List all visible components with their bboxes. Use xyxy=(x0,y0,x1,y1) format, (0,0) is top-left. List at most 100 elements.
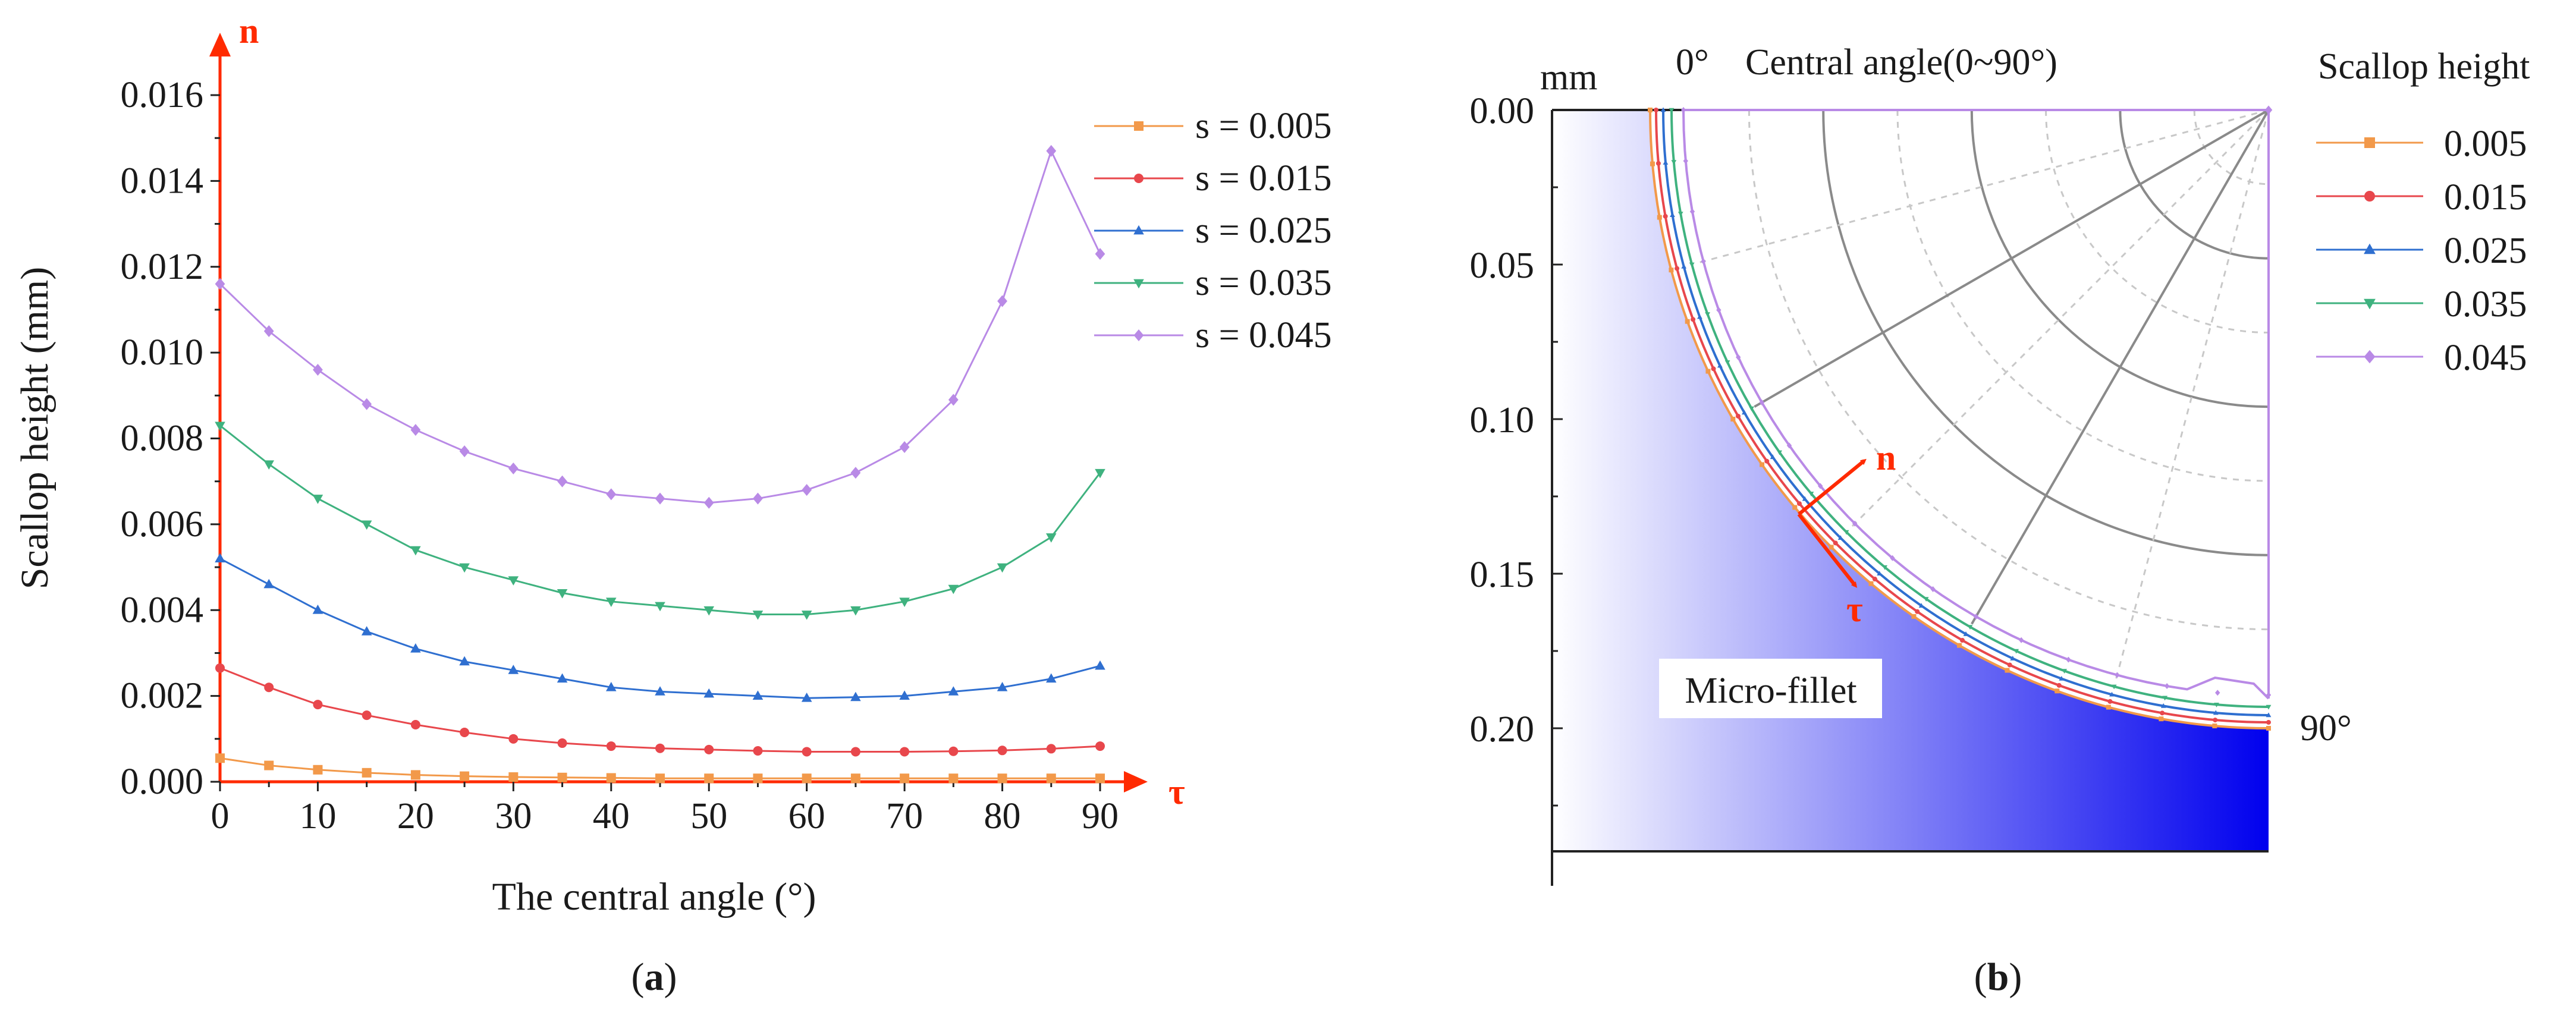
data-point xyxy=(1735,354,1741,360)
legend-label: s = 0.025 xyxy=(1195,210,1332,251)
panel-a-x-tick-label: 0 xyxy=(211,796,230,836)
legend-label: 0.035 xyxy=(2444,284,2527,325)
data-point xyxy=(2106,704,2111,710)
data-point xyxy=(2010,656,2016,660)
data-point xyxy=(1654,108,1658,112)
data-point xyxy=(1669,268,1674,273)
panel-b-n-label: n xyxy=(1876,438,1896,477)
data-point xyxy=(850,747,860,757)
data-point xyxy=(753,492,763,505)
data-point xyxy=(2266,720,2271,725)
data-point xyxy=(1792,505,1798,510)
data-point xyxy=(850,467,861,479)
polar-spoke xyxy=(1848,109,2270,531)
data-point xyxy=(1872,577,1877,582)
data-point xyxy=(460,771,470,781)
panel-a-tau-arrow-label: τ xyxy=(1168,772,1185,811)
panel-a-legend: s = 0.005 s = 0.015 s = 0.025 s = 0.035 s = … xyxy=(1094,106,1332,356)
legend-marker xyxy=(2364,350,2376,364)
data-point xyxy=(313,700,323,710)
data-point xyxy=(2266,704,2272,710)
data-point xyxy=(1877,571,1883,576)
panel-a-x-tick-label: 10 xyxy=(299,796,336,836)
data-point xyxy=(508,463,519,475)
legend-marker xyxy=(1134,121,1144,131)
legend-item-s045: 0.045 xyxy=(2316,338,2527,378)
data-point xyxy=(263,578,275,589)
panel-a-x-axis-arrowhead xyxy=(1124,771,1148,792)
data-point xyxy=(1843,530,1849,535)
panel-a-series xyxy=(215,144,1105,784)
data-point xyxy=(606,488,617,501)
panel-b-series xyxy=(1648,105,2273,731)
data-point xyxy=(802,484,812,496)
polar-series-s035 xyxy=(1669,108,2272,710)
panel-b-top-title: Central angle(0~90°) xyxy=(1745,42,2057,83)
legend-label: s = 0.035 xyxy=(1195,263,1332,303)
data-point xyxy=(508,772,519,782)
data-point xyxy=(1829,545,1834,550)
data-point xyxy=(1045,533,1057,543)
data-point xyxy=(557,772,567,782)
data-point xyxy=(1697,314,1702,319)
data-point xyxy=(1808,492,1814,496)
data-point xyxy=(1882,565,1888,570)
data-point xyxy=(1669,108,1675,113)
data-point xyxy=(508,665,519,674)
panel-b-unit-label: mm xyxy=(1540,57,1597,97)
panel-a-x-tick-label: 60 xyxy=(788,796,825,836)
polar-series-s005 xyxy=(1648,108,2271,731)
data-point xyxy=(263,460,275,470)
data-point xyxy=(1705,312,1710,317)
series-path xyxy=(1682,109,2270,700)
panel-a-y-tick-label: 0.004 xyxy=(121,590,204,630)
polar-series-s015 xyxy=(1654,108,2271,725)
data-point xyxy=(1833,540,1838,546)
panel-a-y-tick-label: 0.014 xyxy=(121,161,204,201)
polar-series-s045 xyxy=(1680,105,2273,700)
data-point xyxy=(264,760,274,770)
data-point xyxy=(948,773,959,784)
data-point xyxy=(1735,414,1741,419)
data-point xyxy=(605,681,617,691)
panel-b-angle-start-label: 0° xyxy=(1676,42,1709,83)
panel-b-label: (b) xyxy=(1974,955,2022,999)
polar-series-s025 xyxy=(1660,107,2272,718)
data-point xyxy=(900,747,910,757)
data-point xyxy=(801,611,812,620)
panel-a-x-tick-label: 50 xyxy=(690,796,727,836)
panel-b-y-tick-label: 0.00 xyxy=(1470,91,1535,131)
data-point xyxy=(2214,702,2219,707)
data-point xyxy=(997,681,1008,691)
data-point xyxy=(1650,161,1655,166)
data-point xyxy=(1749,406,1754,411)
panel-a-label: (a) xyxy=(632,955,677,999)
data-point xyxy=(605,597,617,608)
panel-b-legend-title: Scallop height xyxy=(2318,46,2530,87)
data-point xyxy=(948,584,959,594)
data-point xyxy=(1095,773,1105,784)
data-point xyxy=(900,773,910,784)
data-point xyxy=(1675,266,1680,271)
data-point xyxy=(1716,307,1721,313)
panel-a-y-tick-label: 0.008 xyxy=(121,419,204,459)
data-point xyxy=(2018,637,2024,643)
data-point xyxy=(1802,496,1808,501)
panel-a-y-tick-label: 0.012 xyxy=(121,247,204,287)
data-point xyxy=(508,734,519,744)
data-point xyxy=(557,673,568,683)
data-point xyxy=(850,606,861,616)
data-point xyxy=(2054,688,2060,694)
data-point xyxy=(1648,108,1653,112)
data-point xyxy=(362,398,372,410)
series-line-s045 xyxy=(215,144,1105,509)
panel-a-y-tick-label: 0.006 xyxy=(121,504,204,545)
data-point xyxy=(215,553,225,563)
panel-a-y-axis-title: Scallop height (mm) xyxy=(13,267,56,590)
data-point xyxy=(704,773,714,784)
data-point xyxy=(2213,718,2218,723)
data-point xyxy=(2013,649,2019,654)
data-point xyxy=(948,746,959,756)
data-point xyxy=(1837,535,1843,540)
data-point xyxy=(1095,248,1105,260)
